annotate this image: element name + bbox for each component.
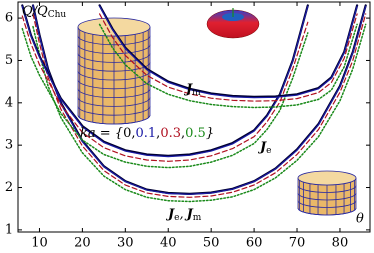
cylinder-top [297,170,357,186]
ka-separator: , [156,126,160,141]
ka-value: 0.3 [160,126,181,141]
ka-separator: , [181,126,185,141]
curve-label-main: J [165,207,175,222]
series-line [32,23,367,203]
y-axis-label: Q/QChu [22,4,66,20]
cylinder-grid [77,44,151,54]
cylinder-grid [297,200,357,208]
illustrations [77,8,357,216]
cylinder-grid [297,192,357,201]
curve-label-sub: m [193,213,202,223]
ka-suffix: } [206,126,214,141]
cylinder-grid [297,185,357,193]
y-tick-label: 4 [5,95,13,110]
ka-prefix: ka = { [80,126,123,141]
series-line [21,27,309,169]
y-tick-label: 5 [5,53,13,68]
series-line [98,23,358,109]
x-tick-label: 80 [332,236,349,251]
y-tick-label: 6 [5,11,13,26]
series-line [21,15,309,162]
cylinder-grid [77,35,151,46]
ka-separator: , [131,126,135,141]
curve-label-separator: , [179,207,183,222]
y-label-sub: Chu [48,10,67,20]
plot-area [21,4,367,203]
curve-label-sub: e [266,146,271,156]
curve-label-main: J [183,82,193,97]
curve-label: Je [257,140,271,156]
x-tick-label: 70 [289,236,306,251]
cylinder-grid [77,97,151,107]
x-tick-label: 30 [117,236,134,251]
y-tick-label: 3 [5,138,13,153]
series-line [98,4,359,99]
curve-label-sub: m [192,88,201,98]
cylinder-grid [77,70,151,81]
ka-annotation: ka = {0,0.1,0.3,0.5} [80,126,214,141]
curve-label: Je, Jm [165,207,202,223]
x-tick-label: 60 [246,236,263,251]
cylinder-grid [77,53,151,63]
ka-value: 0.1 [135,126,156,141]
torus-icon [206,8,260,39]
cylinder-grid [77,114,151,125]
plot-frame [17,1,371,233]
curve-label-main: J [257,140,267,155]
cylinder-icon [297,170,357,216]
y-tick-label: 2 [5,180,13,195]
cylinder-top [77,17,151,37]
x-tick-label: 10 [31,236,48,251]
ka-value: 0.5 [185,126,206,141]
cylinder-icon [77,17,151,125]
series-line [99,13,358,102]
series-line [21,5,309,158]
series-line [99,5,358,99]
curve-label: Jm [183,82,201,98]
y-tick-label: 1 [5,222,13,237]
cylinder-grid [77,62,151,72]
x-tick-label: 40 [160,236,177,251]
ka-value: 0 [123,126,131,141]
x-tick-label: 20 [74,236,91,251]
x-axis-label: θ [356,212,364,227]
curve-label-main: J [184,207,194,222]
series-line [32,13,367,198]
cylinder-grid [77,88,151,98]
cylinder-grid [77,106,151,116]
y-label-main: Q/Q [22,4,48,19]
curve-label-sub: e [174,213,179,223]
x-tick-label: 50 [203,236,220,251]
cylinder-grid [297,207,357,216]
